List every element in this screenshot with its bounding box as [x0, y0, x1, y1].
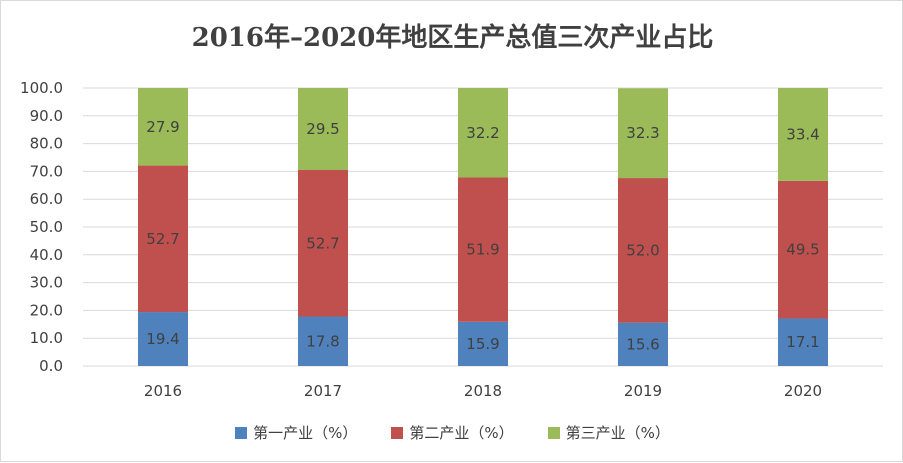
y-tick-label: 90.0	[30, 107, 63, 125]
bar-segment	[458, 88, 508, 178]
bar-segment	[618, 322, 668, 366]
data-label: 32.2	[466, 124, 499, 142]
bar-segment	[778, 180, 828, 319]
legend-swatch	[547, 426, 560, 439]
bar-segment	[618, 88, 668, 179]
y-tick-label: 100.0	[20, 79, 63, 97]
y-tick-label: 20.0	[30, 301, 63, 319]
y-tick-label: 0.0	[39, 357, 63, 375]
legend-label: 第一产业（%）	[253, 424, 358, 442]
y-tick-label: 10.0	[30, 329, 63, 347]
legend-label: 第三产业（%）	[565, 424, 670, 442]
data-label: 49.5	[786, 241, 819, 259]
legend-item: 第一产业（%）	[235, 422, 357, 443]
bar-segment	[778, 88, 828, 181]
data-label: 33.4	[786, 125, 819, 143]
data-label: 32.3	[626, 124, 659, 142]
data-label: 52.7	[306, 234, 339, 252]
bar-segment	[458, 177, 508, 322]
bar-segment	[138, 165, 188, 313]
bar-segment	[298, 316, 348, 366]
y-tick-label: 60.0	[30, 190, 63, 208]
bar-segment	[778, 318, 828, 366]
data-label: 15.9	[466, 335, 499, 353]
legend-label: 第二产业（%）	[409, 424, 514, 442]
bar-segment	[458, 321, 508, 366]
y-tick-label: 80.0	[30, 135, 63, 153]
legend-swatch	[235, 426, 248, 439]
x-tick-label: 2016	[144, 382, 182, 400]
legend-swatch	[391, 426, 404, 439]
x-tick-label: 2019	[624, 382, 662, 400]
data-label: 27.9	[146, 118, 179, 136]
x-tick-label: 2020	[784, 382, 822, 400]
data-label: 19.4	[146, 330, 179, 348]
bar-segment	[298, 88, 348, 171]
y-tick-label: 50.0	[30, 218, 63, 236]
legend-item: 第二产业（%）	[391, 422, 514, 443]
y-tick-label: 40.0	[30, 246, 63, 264]
x-tick-label: 2018	[464, 382, 502, 400]
legend-item: 第三产业（%）	[547, 422, 670, 443]
data-label: 52.7	[146, 230, 179, 248]
data-label: 15.6	[626, 335, 659, 353]
x-tick-label: 2017	[304, 382, 342, 400]
y-tick-label: 70.0	[30, 162, 63, 180]
chart-legend: 第一产业（%） 第二产业（%） 第三产业（%）	[1, 422, 903, 443]
bar-segment	[298, 170, 348, 317]
data-label: 29.5	[306, 120, 339, 138]
bar-segment	[138, 88, 188, 166]
bar-segment	[138, 312, 188, 366]
data-label: 17.1	[786, 333, 819, 351]
data-label: 52.0	[626, 241, 659, 259]
data-label: 17.8	[306, 332, 339, 350]
chart-title: 2016年–2020年地区生产总值三次产业占比	[191, 23, 714, 53]
bar-segment	[618, 178, 668, 323]
y-tick-label: 30.0	[30, 274, 63, 292]
data-label: 51.9	[466, 241, 499, 259]
